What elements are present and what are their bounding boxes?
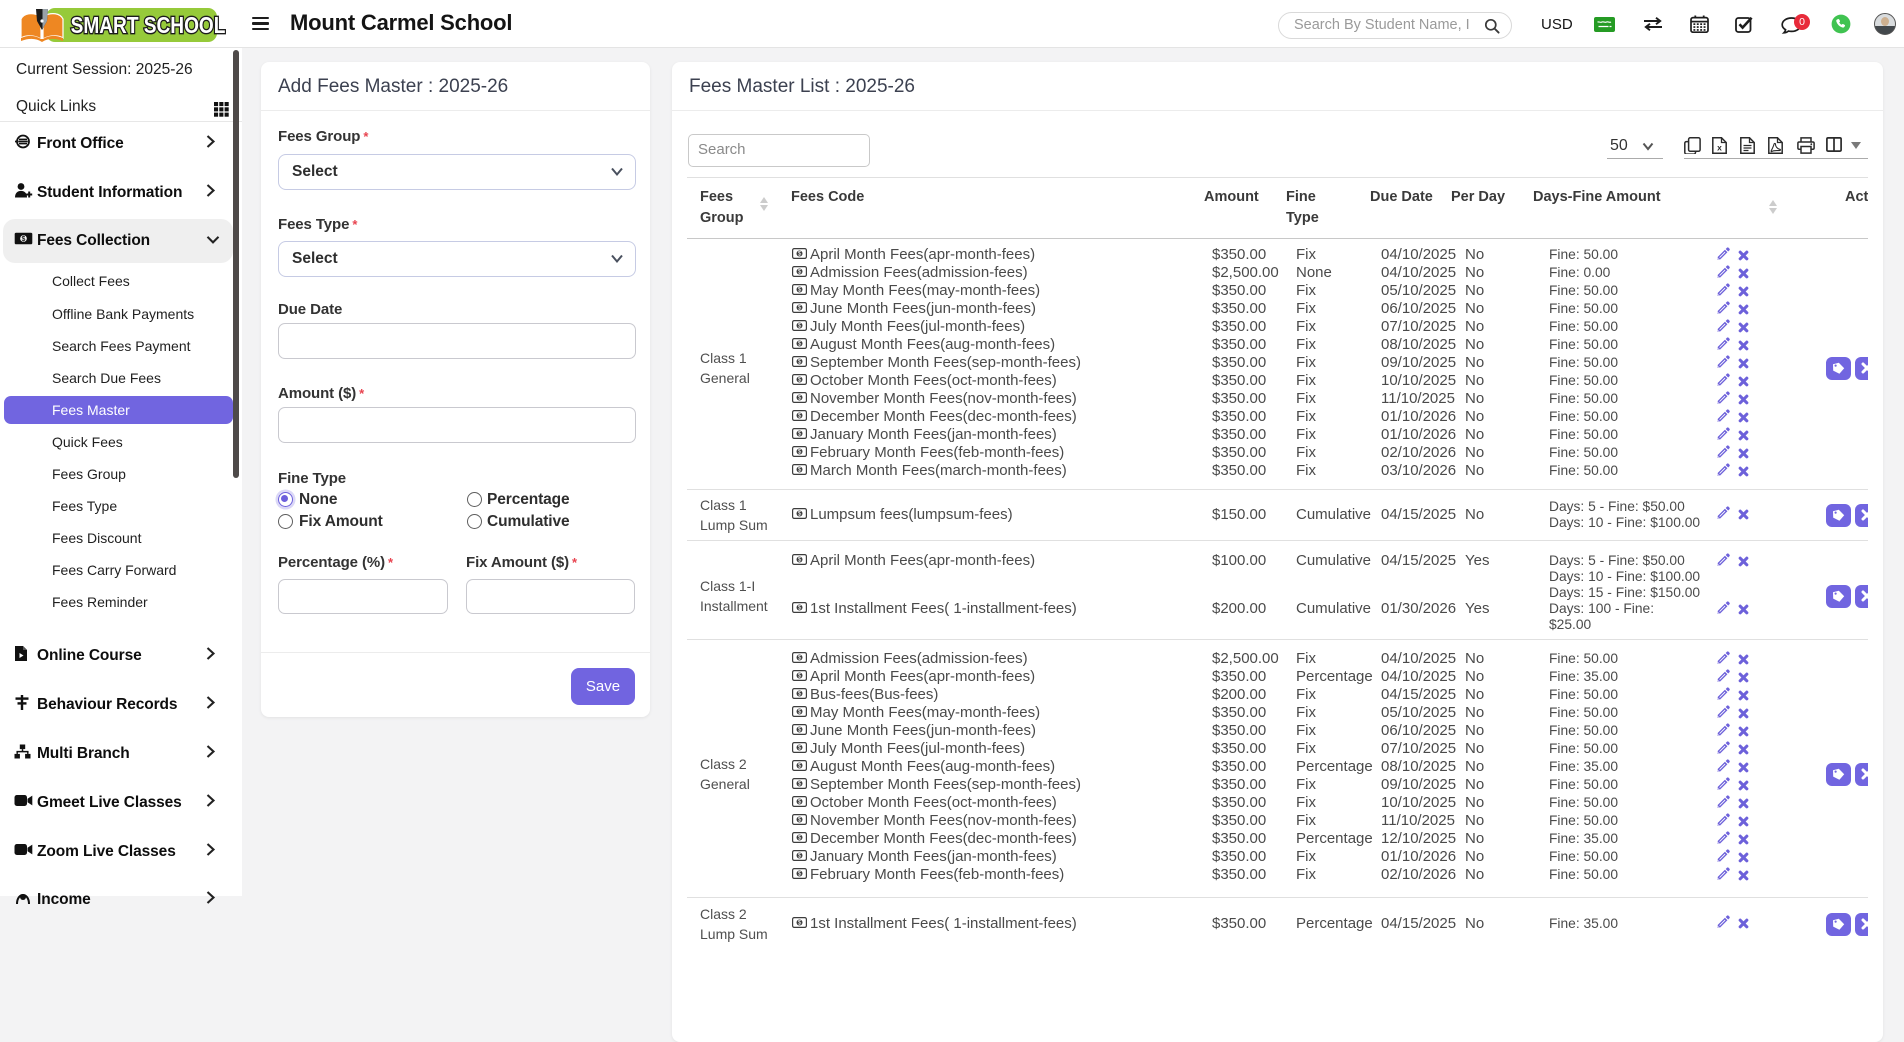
svg-text:$: $ <box>798 414 802 420</box>
svg-text:$: $ <box>798 782 802 788</box>
svg-text:$: $ <box>798 512 802 518</box>
svg-text:$: $ <box>798 674 802 680</box>
svg-text:$: $ <box>798 746 802 752</box>
svg-text:$: $ <box>798 396 802 402</box>
svg-text:$: $ <box>798 854 802 860</box>
svg-text:$: $ <box>798 692 802 698</box>
svg-text:$: $ <box>798 378 802 384</box>
svg-text:$: $ <box>798 710 802 716</box>
svg-text:$: $ <box>798 656 802 662</box>
svg-text:SMART SCHOOL: SMART SCHOOL <box>71 13 226 38</box>
svg-text:$: $ <box>798 450 802 456</box>
svg-text:$: $ <box>798 606 802 612</box>
svg-text:$: $ <box>798 764 802 770</box>
svg-text:$: $ <box>798 324 802 330</box>
svg-text:$: $ <box>798 872 802 878</box>
svg-text:$: $ <box>798 288 802 294</box>
svg-text:$: $ <box>798 468 802 474</box>
svg-text:$: $ <box>798 270 802 276</box>
svg-text:$: $ <box>798 252 802 258</box>
svg-text:$: $ <box>798 800 802 806</box>
svg-text:$: $ <box>798 728 802 734</box>
svg-text:$: $ <box>798 836 802 842</box>
svg-text:$: $ <box>22 236 26 243</box>
svg-text:$: $ <box>798 306 802 312</box>
svg-text:$: $ <box>798 818 802 824</box>
svg-text:x: x <box>1717 143 1722 153</box>
svg-text:$: $ <box>798 432 802 438</box>
svg-text:$: $ <box>798 342 802 348</box>
svg-text:$: $ <box>798 558 802 564</box>
svg-text:$: $ <box>798 360 802 366</box>
